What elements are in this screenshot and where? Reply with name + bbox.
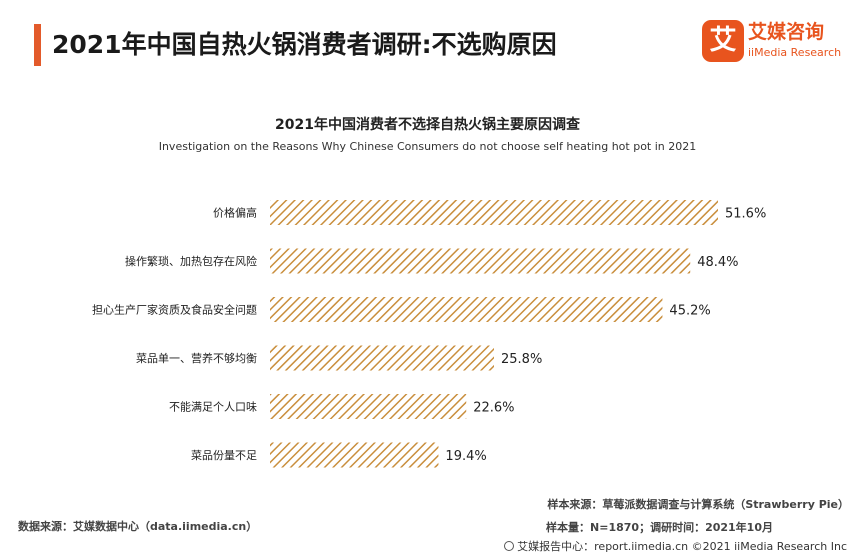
value-label-2: 45.2% bbox=[669, 304, 710, 319]
sample-source-note: 样本来源：草莓派数据调查与计算系统（Strawberry Pie） bbox=[547, 498, 849, 511]
iimedia-logo: 艾 艾媒咨询 iiMedia Research bbox=[702, 18, 852, 74]
bar-2 bbox=[270, 297, 663, 322]
data-source-note: 数据来源：艾媒数据中心（data.iimedia.cn） bbox=[18, 520, 258, 533]
footer: 艾媒报告中心：report.iimedia.cn ©2021 iiMedia R… bbox=[504, 538, 847, 554]
category-label-1: 操作繁琐、加热包存在风险 bbox=[125, 254, 257, 268]
bar-4 bbox=[270, 394, 467, 419]
chart-subtitle: Investigation on the Reasons Why Chinese… bbox=[158, 140, 697, 153]
title-accent-bar bbox=[34, 24, 41, 66]
footer-text: 艾媒报告中心：report.iimedia.cn ©2021 iiMedia R… bbox=[517, 540, 847, 553]
category-label-3: 菜品单一、营养不够均衡 bbox=[136, 351, 257, 365]
value-label-3: 25.8% bbox=[501, 352, 542, 367]
value-label-1: 48.4% bbox=[697, 255, 738, 270]
bar-5 bbox=[270, 442, 439, 468]
logo-name-en: iiMedia Research bbox=[748, 46, 842, 59]
bar-chart: 价格偏高 51.6% 操作繁琐、加热包存在风险 48.4% 担心生产厂家资质及食品安全问… bbox=[92, 200, 766, 468]
logo-mark-icon: 艾 bbox=[702, 20, 744, 62]
bar-1 bbox=[270, 248, 691, 274]
value-label-0: 51.6% bbox=[725, 207, 766, 222]
value-label-4: 22.6% bbox=[473, 401, 514, 416]
report-center-icon bbox=[504, 541, 515, 551]
bar-0 bbox=[270, 200, 718, 225]
page-title: 2021年中国自热火锅消费者调研:不选购原因 bbox=[52, 30, 557, 59]
logo-name-cn: 艾媒咨询 bbox=[748, 21, 825, 43]
bar-3 bbox=[270, 345, 494, 371]
chart-title: 2021年中国消费者不选择自热火锅主要原因调查 bbox=[275, 117, 580, 133]
sample-size-note: 样本量：N=1870；调研时间：2021年10月 bbox=[546, 521, 773, 534]
category-label-2: 担心生产厂家资质及食品安全问题 bbox=[92, 303, 257, 317]
value-label-5: 19.4% bbox=[445, 449, 486, 464]
category-label-5: 菜品份量不足 bbox=[191, 449, 257, 462]
category-label-0: 价格偏高 bbox=[213, 206, 257, 220]
category-label-4: 不能满足个人口味 bbox=[169, 400, 257, 414]
